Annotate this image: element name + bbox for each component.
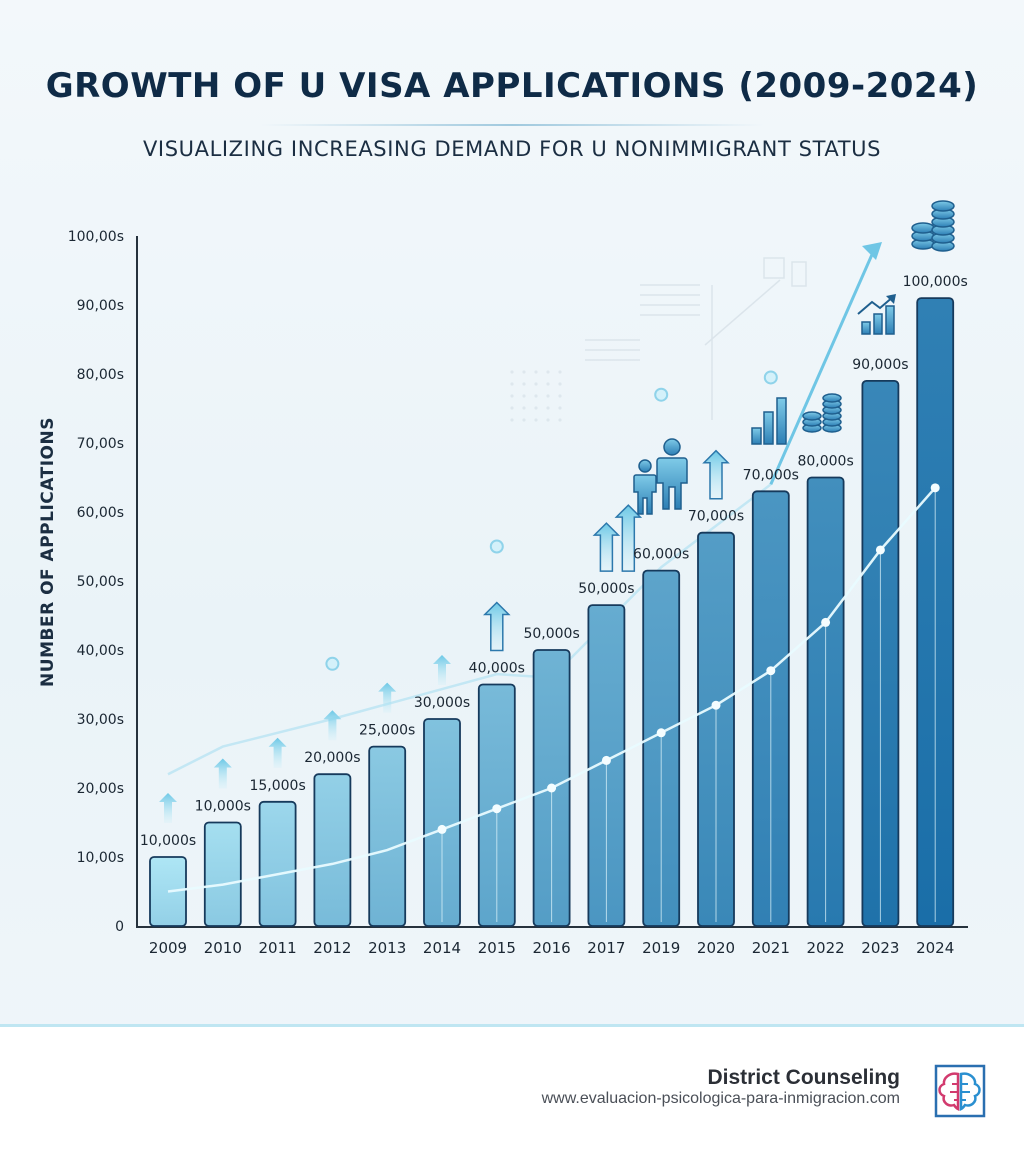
value-labels: 10,000s 10,000s 15,000s 20,000s 25,000s 30,00… (140, 274, 968, 849)
footer (0, 1027, 1024, 1154)
brain-logo-icon (934, 1064, 986, 1118)
value-label: 10,000s (195, 799, 251, 815)
x-tick-label: 2010 (204, 939, 242, 957)
brand-name: District Counseling (707, 1066, 900, 1089)
trend-arrow-head (862, 242, 882, 260)
value-label: 20,000s (304, 750, 360, 766)
trend-arrow-shaft (769, 249, 876, 486)
y-tick-label: 10,00s (77, 850, 124, 866)
growth-arrow-icon (592, 522, 621, 572)
bar-2013 (368, 745, 407, 927)
value-label: 40,000s (469, 661, 525, 677)
x-tick-labels: 2009 2010 2011 2012 2013 2014 2015 2016 2017 2019… (149, 939, 954, 957)
lower-trend-marker (601, 755, 611, 765)
title-divider (260, 124, 764, 126)
growth-arrow-icon (614, 504, 643, 572)
growth-arrow-icon (323, 710, 342, 741)
y-tick-label: 100,00s (68, 229, 124, 245)
y-tick-label: 20,00s (77, 781, 124, 797)
growth-arrows (159, 449, 730, 823)
x-tick-label: 2015 (478, 939, 516, 957)
lower-trend-marker (766, 666, 776, 676)
x-tick-label: 2009 (149, 939, 187, 957)
x-tick-label: 2020 (697, 939, 735, 957)
x-tick-label: 2019 (642, 939, 680, 957)
upper-trend-marker (763, 370, 778, 385)
lower-trend-marker (492, 804, 502, 814)
upper-trend-path (167, 483, 772, 776)
lower-trend-marker (821, 617, 831, 627)
value-label: 70,000s (743, 467, 799, 483)
growth-chart-icon (857, 294, 896, 335)
growth-arrow-icon (702, 449, 730, 500)
y-tick-label: 0 (115, 919, 124, 935)
x-tick-label: 2017 (587, 939, 625, 957)
y-tick-labels: 0 10,00s 20,00s 30,00s 40,00s 50,00s 60,00s 70,… (68, 229, 124, 935)
lower-trend-marker (930, 483, 940, 493)
growth-arrow-icon (378, 682, 397, 713)
bar-growth-icon (751, 397, 787, 445)
family-icon (633, 438, 688, 515)
growth-arrow-icon (433, 655, 451, 685)
upper-trend-marker (489, 539, 504, 554)
x-tick-label: 2024 (916, 939, 954, 957)
chart-subtitle: VISUALIZING INCREASING DEMAND FOR U NONI… (142, 137, 882, 161)
growth-arrow-icon (159, 793, 177, 823)
value-label: 80,000s (797, 454, 853, 470)
growth-arrow-icon (213, 758, 232, 789)
value-label: 70,000s (688, 509, 744, 525)
chart-title: GROWTH OF U VISA APPLICATIONS (2009-2024… (45, 66, 979, 106)
upper-trend-marker (325, 656, 340, 671)
y-tick-label: 60,00s (77, 505, 124, 521)
x-tick-label: 2023 (861, 939, 899, 957)
value-label: 25,000s (359, 723, 415, 739)
x-tick-label: 2021 (752, 939, 790, 957)
lower-trend-marker (656, 728, 666, 738)
value-label: 30,000s (414, 695, 470, 711)
lower-trend-line (167, 483, 940, 922)
value-label: 15,000s (249, 778, 305, 794)
footer-divider (0, 1024, 1024, 1027)
value-label: 50,000s (523, 626, 579, 642)
bar-2010 (203, 821, 242, 927)
decorative-background (510, 257, 807, 422)
bar-chart: NUMBER OF APPLICATIONS 0 10,00s 20,00s 30,0… (38, 200, 968, 957)
bar-2012 (313, 773, 352, 927)
growth-arrow-icon (482, 601, 511, 652)
value-label: 60,000s (633, 547, 689, 563)
lower-trend-marker (437, 824, 447, 834)
coin-stack-large-icon (911, 200, 955, 252)
growth-arrow-icon (268, 737, 287, 768)
lower-trend-marker (547, 783, 557, 793)
y-tick-label: 30,00s (77, 712, 124, 728)
lower-trend-marker (875, 545, 885, 555)
y-tick-label: 50,00s (77, 574, 124, 590)
y-tick-label: 80,00s (77, 367, 124, 383)
x-tick-label: 2014 (423, 939, 461, 957)
lower-trend-marker (711, 700, 721, 710)
x-tick-label: 2013 (368, 939, 406, 957)
y-tick-label: 40,00s (77, 643, 124, 659)
brand-url[interactable]: www.evaluacion-psicologica-para-inmigrac… (541, 1090, 900, 1107)
bar-2011 (258, 800, 297, 927)
value-label: 90,000s (852, 357, 908, 373)
x-tick-label: 2022 (807, 939, 845, 957)
y-tick-label: 90,00s (77, 298, 124, 314)
x-tick-label: 2011 (259, 939, 297, 957)
x-tick-label: 2012 (313, 939, 351, 957)
value-label: 100,000s (903, 274, 968, 290)
value-label: 50,000s (578, 581, 634, 597)
coin-stack-small-icon (802, 393, 842, 433)
y-tick-label: 70,00s (77, 436, 124, 452)
upper-trend-marker (654, 387, 669, 402)
value-label: 10,000s (140, 833, 196, 849)
y-axis-title: NUMBER OF APPLICATIONS (38, 417, 58, 687)
upper-trend-line (167, 242, 882, 776)
x-tick-label: 2016 (533, 939, 571, 957)
